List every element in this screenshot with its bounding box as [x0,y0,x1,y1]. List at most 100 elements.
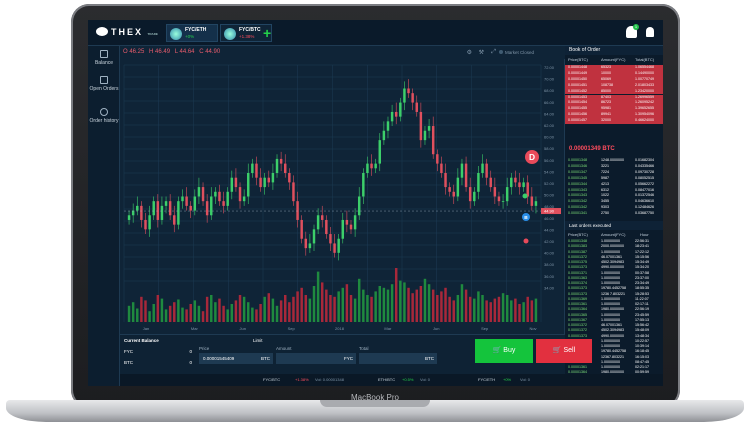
candle[interactable] [403,88,406,103]
ask-row[interactable]: 0.00001452 85000 1.23420000 [565,88,663,95]
ask-row[interactable]: 0.00001451 108738 2.01803433 [565,82,663,89]
candle[interactable] [271,173,275,183]
candle[interactable] [255,163,258,178]
candle[interactable] [518,182,521,188]
candle[interactable] [481,163,484,173]
candle[interactable] [399,102,402,117]
ask-row[interactable]: 0.00001454 86723 1.26095242 [565,100,663,107]
candle[interactable] [210,196,213,216]
ask-row[interactable]: 0.00001455 95981 1.39652655 [565,106,663,113]
candle[interactable] [144,219,147,230]
bid-row[interactable]: 0.00001342 3455 0.04636610 [568,199,654,204]
ask-row[interactable]: 0.00001448 65323 1.06554468 [565,65,663,71]
candle[interactable] [460,163,464,178]
candle[interactable] [468,187,472,202]
chart-event-marker[interactable] [522,213,530,221]
candle[interactable] [238,187,242,202]
executed-order-row[interactable]: 0.00001372 46.07001361 15:56:42 [568,323,649,327]
candle[interactable] [226,191,229,206]
executed-order-row[interactable]: 0.00001365 1.00000000 23:45:59 [568,312,649,317]
executed-order-row[interactable]: 0.00001373 19780.4452758 18:55:35 [568,286,649,291]
candle[interactable] [329,234,332,244]
candle[interactable] [530,196,534,206]
candle[interactable] [284,163,287,173]
candle[interactable] [444,173,447,188]
executed-order-row[interactable]: 0.00001383 2000.0000000 18:23:41 [568,244,649,249]
candle[interactable] [448,187,451,192]
candle[interactable] [452,191,455,197]
bid-row[interactable]: 0.00001342 9303 0.12484626 [568,205,654,210]
bid-row[interactable]: 0.00001344 4213 0.05662272 [568,181,654,186]
ticker-pair[interactable]: FYC/BTC [263,377,281,382]
executed-order-row[interactable]: 0.00001364 1980.0000000 22:56:19 [568,307,649,312]
candle[interactable] [222,201,225,206]
candle[interactable] [131,210,135,216]
candle[interactable] [337,238,340,253]
candle[interactable] [263,177,266,188]
candle[interactable] [419,111,423,141]
chart-event-marker[interactable] [522,193,528,199]
executed-order-row[interactable]: 0.00001373 1236 7.803221 15:28:53 [568,291,649,296]
candle[interactable] [275,158,279,173]
candle[interactable] [378,140,381,164]
candle[interactable] [415,102,418,112]
candle[interactable] [341,219,345,239]
candle[interactable] [366,163,369,173]
ask-row[interactable]: 0.00001456 89941 1.30954096 [565,112,663,119]
candle[interactable] [214,191,217,197]
sidebar-item-open-orders[interactable]: Open Orders [88,76,120,92]
candle[interactable] [185,196,188,206]
candle[interactable] [127,215,131,220]
chart-event-marker[interactable] [523,238,529,244]
notification-icon[interactable] [626,26,637,38]
candle[interactable] [374,163,377,169]
executed-order-row[interactable]: 0.00001373 4990.0000000 15:34:20 [568,265,649,270]
candle[interactable] [296,201,299,220]
candle[interactable] [320,215,324,220]
executed-order-row[interactable]: 0.00001363 1.00000000 23:37:00 [568,275,649,280]
candle[interactable] [242,196,246,202]
sell-button[interactable]: 🛒 Sell [536,339,592,363]
candle[interactable] [534,201,538,206]
pair-tab-fyc-btc[interactable]: FYC/BTC +1.38% [220,24,272,42]
candle[interactable] [193,196,197,211]
candle[interactable] [353,215,357,230]
candle[interactable] [501,201,505,202]
candle[interactable] [464,163,468,188]
candle[interactable] [436,154,439,164]
candlestick-chart[interactable]: 72.00 70.00 68.00 66.00 64.00 62.00 60.00 58.00… [120,59,565,334]
candle[interactable] [427,126,431,131]
candle[interactable] [316,215,320,230]
executed-order-row[interactable]: 0.00001369 1.00000000 11:22:07 [568,296,649,301]
candle[interactable] [148,215,151,230]
candle[interactable] [267,177,271,183]
candle[interactable] [407,88,410,94]
bid-row[interactable]: 0.00001347 7224 0.09730728 [568,169,654,174]
candle[interactable] [473,191,476,202]
candle[interactable] [177,201,180,225]
candle[interactable] [304,238,308,249]
order-type-limit[interactable]: Limit [253,338,263,343]
candle[interactable] [234,177,238,188]
ask-row[interactable]: 0.00001453 87403 1.26996559 [565,94,663,101]
bid-row[interactable]: 0.00001343 1022 0.01372546 [568,193,654,198]
candle[interactable] [230,177,234,192]
candle[interactable] [156,201,160,220]
amount-input[interactable]: FYC [276,353,356,364]
candle[interactable] [247,173,250,197]
total-input[interactable]: BTC [359,353,437,364]
candle[interactable] [164,201,168,206]
candle[interactable] [197,187,201,197]
executed-order-row[interactable]: 0.00001372 46.07001361 15:15:56 [568,254,649,259]
candle[interactable] [497,196,501,202]
ticker-pair[interactable]: FYC/ETH [478,377,496,382]
candle[interactable] [370,163,373,169]
price-input[interactable]: 0.00001545409 BTC [199,353,273,364]
ask-row[interactable]: 0.00001450 65069 1.00770749 [565,76,663,83]
executed-order-row[interactable]: 0.00001375 4502.3094983 15:34:49 [568,260,649,264]
candle[interactable] [325,219,328,235]
candle[interactable] [493,187,497,197]
bid-row[interactable]: 0.00001346 3221 0.04335466 [568,163,654,168]
candle[interactable] [140,205,143,220]
candle[interactable] [522,182,525,188]
